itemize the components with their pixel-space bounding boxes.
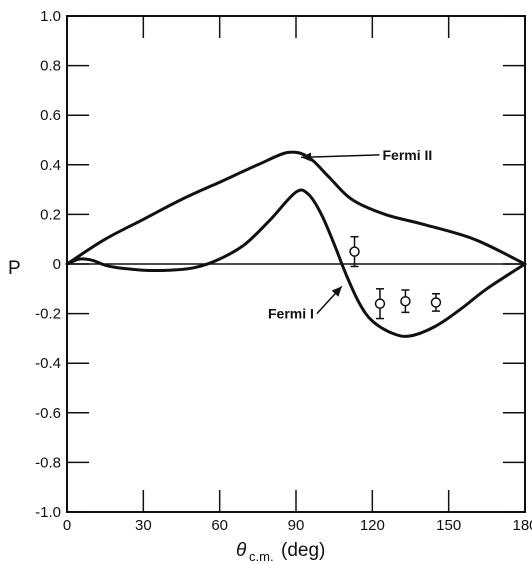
data-point xyxy=(349,246,360,257)
axis-ticks xyxy=(66,15,526,513)
y-tick-label: 1.0 xyxy=(40,8,61,25)
axis-tick-labels: 0 30 60 90 120 150 180 1.0 0.8 0.6 0.4 0.2 0 -0.2 -0.4… xyxy=(35,8,532,534)
series-line-fermi-ii xyxy=(65,150,527,266)
y-axis-label: P xyxy=(8,258,21,279)
y-tick-label: -0.6 xyxy=(35,405,61,422)
annotation-arrow-head xyxy=(301,152,312,162)
y-tick-label: 0 xyxy=(53,256,61,273)
x-tick-label: 180 xyxy=(512,517,532,534)
annotation-arrow-head xyxy=(331,286,342,297)
data-point xyxy=(430,297,442,308)
x-tick-label: 0 xyxy=(63,517,71,534)
y-tick-label: -1.0 xyxy=(35,504,61,521)
curve-annotations: Fermi II Fermi I xyxy=(268,147,432,322)
x-tick-label: 30 xyxy=(135,517,152,534)
series-line-fermi-i xyxy=(65,188,527,338)
annotation-arrow-line xyxy=(301,154,380,159)
curve-label: Fermi I xyxy=(268,306,314,322)
y-tick-label: -0.8 xyxy=(35,454,61,471)
y-tick-label: -0.2 xyxy=(35,306,61,323)
svg-text:θ: θ xyxy=(236,540,247,561)
x-tick-label: 90 xyxy=(288,517,305,534)
data-points xyxy=(349,235,442,320)
y-tick-label: 0.4 xyxy=(40,157,61,174)
x-tick-label: 60 xyxy=(211,517,228,534)
svg-text:(deg): (deg) xyxy=(281,540,325,561)
data-point xyxy=(400,295,411,307)
curve-label: Fermi II xyxy=(383,147,433,163)
svg-text:c.m.: c.m. xyxy=(249,549,274,564)
y-tick-label: 0.6 xyxy=(40,107,61,124)
y-tick-label: 0.8 xyxy=(40,58,61,75)
x-tick-label: 120 xyxy=(360,517,385,534)
y-tick-label: 0.2 xyxy=(40,206,61,223)
data-point xyxy=(374,298,386,309)
y-tick-label: -0.4 xyxy=(35,355,61,372)
x-tick-label: 150 xyxy=(436,517,461,534)
series-group xyxy=(65,150,527,338)
x-axis-label: θ c.m. (deg) xyxy=(236,540,325,564)
